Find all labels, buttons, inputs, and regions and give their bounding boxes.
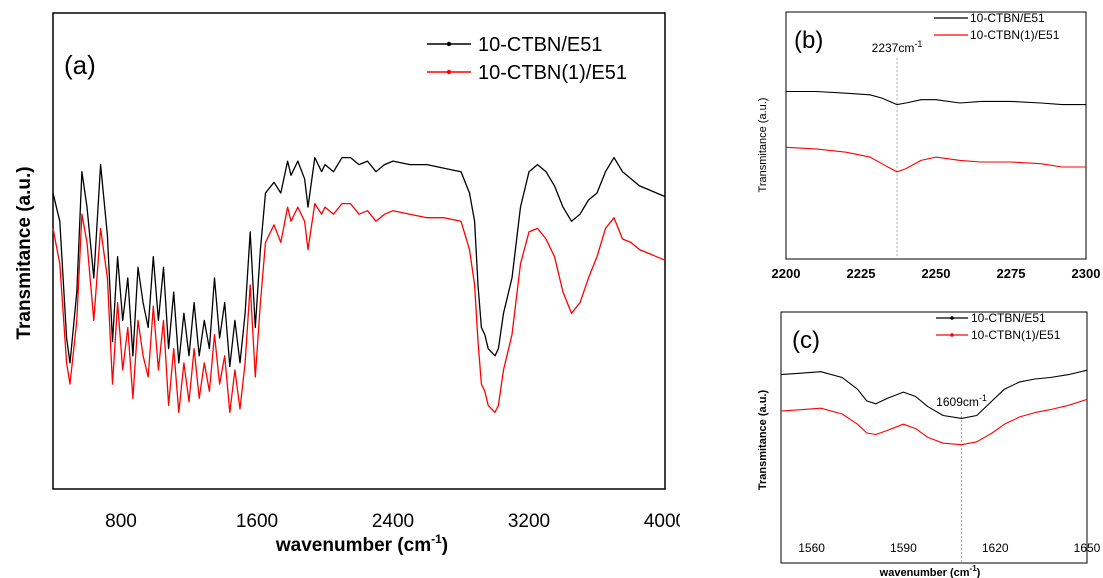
panel-a-x-tick-0: 800	[105, 511, 137, 532]
panel-c-series-1-line	[780, 398, 1088, 446]
panel-a-legend-marker-0	[446, 41, 452, 47]
panel-b-series-layer	[785, 90, 1086, 173]
panel-a-y-axis-label: Transmitance (a.u.)	[14, 166, 35, 339]
panel-c-x-ticks: 1560 1590 1620 1650	[798, 541, 1100, 555]
panel-c-legend-label-0: 10-CTBN/E51	[971, 311, 1046, 325]
panel-b-label: (b)	[794, 27, 823, 54]
panel-a-legend-label-1: 10-CTBN(1)/E51	[478, 62, 627, 84]
panel-c-annotation-layer: 1609cm-1	[936, 393, 987, 563]
panel-b-x-tick-2: 2250	[922, 266, 951, 281]
panel-b-plot-frame	[785, 11, 1087, 260]
panel-b-x-tick-0: 2200	[772, 266, 801, 281]
panel-c-x-axis-label: wavenumber (cm-1)	[879, 564, 981, 578]
panel-b-legend: 10-CTBN/E51 10-CTBN(1)/E51	[934, 11, 1060, 42]
panel-c-legend-label-1: 10-CTBN(1)/E51	[971, 328, 1061, 342]
panel-c-legend-marker-1	[950, 333, 954, 337]
panel-c-x-tick-2: 1620	[982, 541, 1009, 555]
panel-c-legend-marker-0	[950, 316, 954, 320]
panel-a-legend-marker-1	[446, 69, 452, 75]
panel-b-x-tick-1: 2225	[847, 266, 876, 281]
panel-b-x-ticks: 2200 2225 2250 2275 2300	[772, 266, 1101, 281]
panel-c-x-tick-3: 1650	[1074, 541, 1101, 555]
panel-c-annotation-label: 1609cm-1	[936, 393, 987, 409]
panel-b-x-tick-4: 2300	[1072, 266, 1101, 281]
panel-c-series-0-line	[780, 369, 1088, 419]
panel-a-x-ticks: 800 1600 2400 3200 4000	[105, 511, 680, 532]
panel-a-x-tick-3: 3200	[508, 511, 550, 532]
panel-a-series-1-line	[52, 202, 666, 414]
panel-a-legend-label-0: 10-CTBN/E51	[478, 34, 603, 56]
panel-c-legend: 10-CTBN/E51 10-CTBN(1)/E51	[936, 311, 1061, 342]
panel-b-y-axis-label: Transmitance (a.u.)	[757, 98, 769, 193]
panel-c-y-axis-label: Transmitance (a.u.)	[757, 390, 769, 491]
panel-a-x-axis-label: wavenumber (cm-1)	[275, 532, 448, 556]
panel-a-x-tick-4: 4000	[644, 511, 680, 532]
panel-b-series-0-line	[786, 90, 1086, 106]
panel-c-plot-frame	[780, 311, 1088, 564]
panel-b-annotation-label: 2237cm-1	[872, 39, 923, 55]
panel-c-chart: 1609cm-1 1560 1590 1620 1650 (c) 10-CTBN/E5…	[757, 311, 1101, 578]
panel-a-label: (a)	[64, 50, 96, 80]
panel-b-legend-label-1: 10-CTBN(1)/E51	[970, 28, 1060, 42]
panel-a-x-tick-2: 2400	[372, 511, 414, 532]
panel-a-legend: 10-CTBN/E51 10-CTBN(1)/E51	[427, 34, 627, 84]
panel-a-plot-frame	[52, 12, 666, 490]
panel-c-label: (c)	[792, 327, 820, 354]
panel-a-series-layer	[52, 156, 666, 414]
panel-a-x-tick-1: 1600	[236, 511, 278, 532]
panel-b-x-tick-3: 2275	[997, 266, 1026, 281]
panel-c-x-tick-1: 1590	[890, 541, 917, 555]
panel-b-chart: 2237cm-1 2200 2225 2250 2275 2300 (b) 10-CTB…	[757, 11, 1101, 281]
panel-b-series-1-line	[785, 146, 1086, 173]
panel-c-series-layer	[780, 369, 1088, 446]
panel-b-legend-label-0: 10-CTBN/E51	[970, 11, 1045, 25]
panel-b-annotation-layer: 2237cm-1	[872, 39, 923, 259]
panel-a-series-0-line	[52, 156, 666, 368]
panel-a-chart: 800 1600 2400 3200 4000 (a) 10-CTBN/E51 10-C…	[14, 12, 680, 556]
panel-c-x-tick-0: 1560	[798, 541, 825, 555]
